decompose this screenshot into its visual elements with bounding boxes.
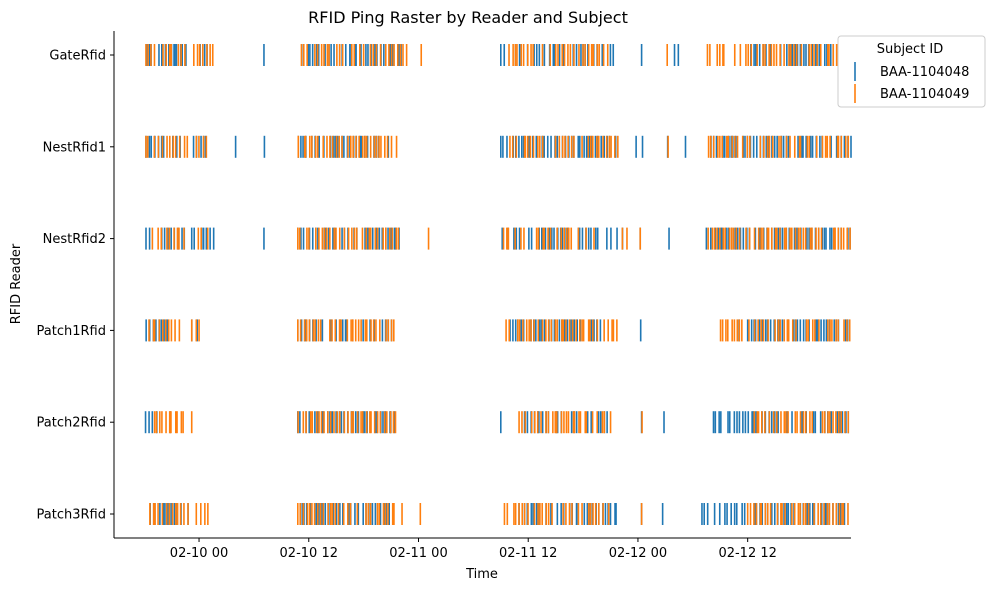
x-tick-label-02-11 12: 02-11 12 bbox=[499, 546, 557, 561]
legend-frame bbox=[837, 35, 986, 108]
y-tick-label-NestRfid1: NestRfid1 bbox=[43, 140, 106, 155]
y-tick-label-Patch3Rfid: Patch3Rfid bbox=[37, 508, 106, 523]
y-tick-label-Patch1Rfid: Patch1Rfid bbox=[37, 324, 106, 339]
legend-label-BAA-1104048: BAA-1104048 bbox=[880, 65, 969, 80]
legend-title: Subject ID bbox=[877, 42, 944, 57]
y-ticks: GateRfid NestRfid1 NestRfid2 Patch1Rfid Patc… bbox=[37, 49, 114, 523]
x-tick-label-02-12 12: 02-12 12 bbox=[718, 546, 776, 561]
x-tick-label-02-10 12: 02-10 12 bbox=[280, 546, 338, 561]
y-tick-label-GateRfid: GateRfid bbox=[49, 49, 106, 64]
ping-bars bbox=[144, 44, 852, 525]
y-axis-label: RFID Reader bbox=[9, 243, 24, 324]
x-axis-label: Time bbox=[465, 567, 498, 582]
x-tick-label-02-10 00: 02-10 00 bbox=[170, 546, 228, 561]
series-BAA-1104048 bbox=[144, 44, 852, 525]
y-tick-label-Patch2Rfid: Patch2Rfid bbox=[37, 416, 106, 431]
x-tick-label-02-12 00: 02-12 00 bbox=[609, 546, 667, 561]
legend-label-BAA-1104049: BAA-1104049 bbox=[880, 87, 969, 102]
x-tick-label-02-11 00: 02-11 00 bbox=[389, 546, 447, 561]
chart-title: RFID Ping Raster by Reader and Subject bbox=[308, 8, 628, 27]
x-ticks: 02-10 00 02-10 12 02-11 00 02-11 12 02-12 00… bbox=[170, 538, 777, 561]
series-BAA-1104049 bbox=[145, 44, 851, 525]
legend: Subject ID BAA-1104048 BAA-1104049 bbox=[837, 35, 986, 108]
y-tick-label-NestRfid2: NestRfid2 bbox=[43, 232, 106, 247]
